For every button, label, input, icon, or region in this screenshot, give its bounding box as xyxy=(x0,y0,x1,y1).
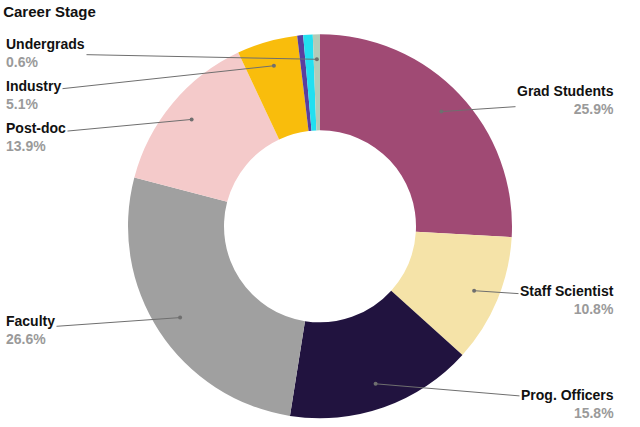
svg-text:Staff Scientist10.8%: Staff Scientist10.8% xyxy=(520,283,614,317)
svg-text:Grad Students25.9%: Grad Students25.9% xyxy=(517,83,614,117)
svg-text:Industry5.1%: Industry5.1% xyxy=(6,78,61,112)
svg-text:Career Stage: Career Stage xyxy=(3,3,96,20)
svg-text:Post-doc13.9%: Post-doc13.9% xyxy=(6,120,66,154)
svg-text:Faculty26.6%: Faculty26.6% xyxy=(6,313,55,347)
svg-text:Prog. Officers15.8%: Prog. Officers15.8% xyxy=(521,387,614,421)
svg-text:Undergrads0.6%: Undergrads0.6% xyxy=(6,36,85,70)
